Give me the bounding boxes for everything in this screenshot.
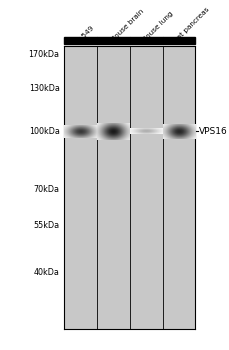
Bar xyxy=(64,37,97,44)
Bar xyxy=(130,37,163,44)
Text: Mouse lung: Mouse lung xyxy=(141,10,175,44)
Text: A-549: A-549 xyxy=(76,25,95,44)
Text: VPS16: VPS16 xyxy=(199,127,228,136)
Bar xyxy=(97,37,130,44)
Text: Rat pancreas: Rat pancreas xyxy=(173,6,211,44)
Text: 70kDa: 70kDa xyxy=(33,185,60,194)
Bar xyxy=(163,37,195,44)
Text: 100kDa: 100kDa xyxy=(29,127,60,136)
Text: 170kDa: 170kDa xyxy=(29,50,60,59)
Bar xyxy=(64,46,195,329)
Text: Mouse brain: Mouse brain xyxy=(109,8,145,44)
Text: 55kDa: 55kDa xyxy=(33,221,60,230)
Text: 40kDa: 40kDa xyxy=(34,268,60,277)
Text: 130kDa: 130kDa xyxy=(29,84,60,93)
